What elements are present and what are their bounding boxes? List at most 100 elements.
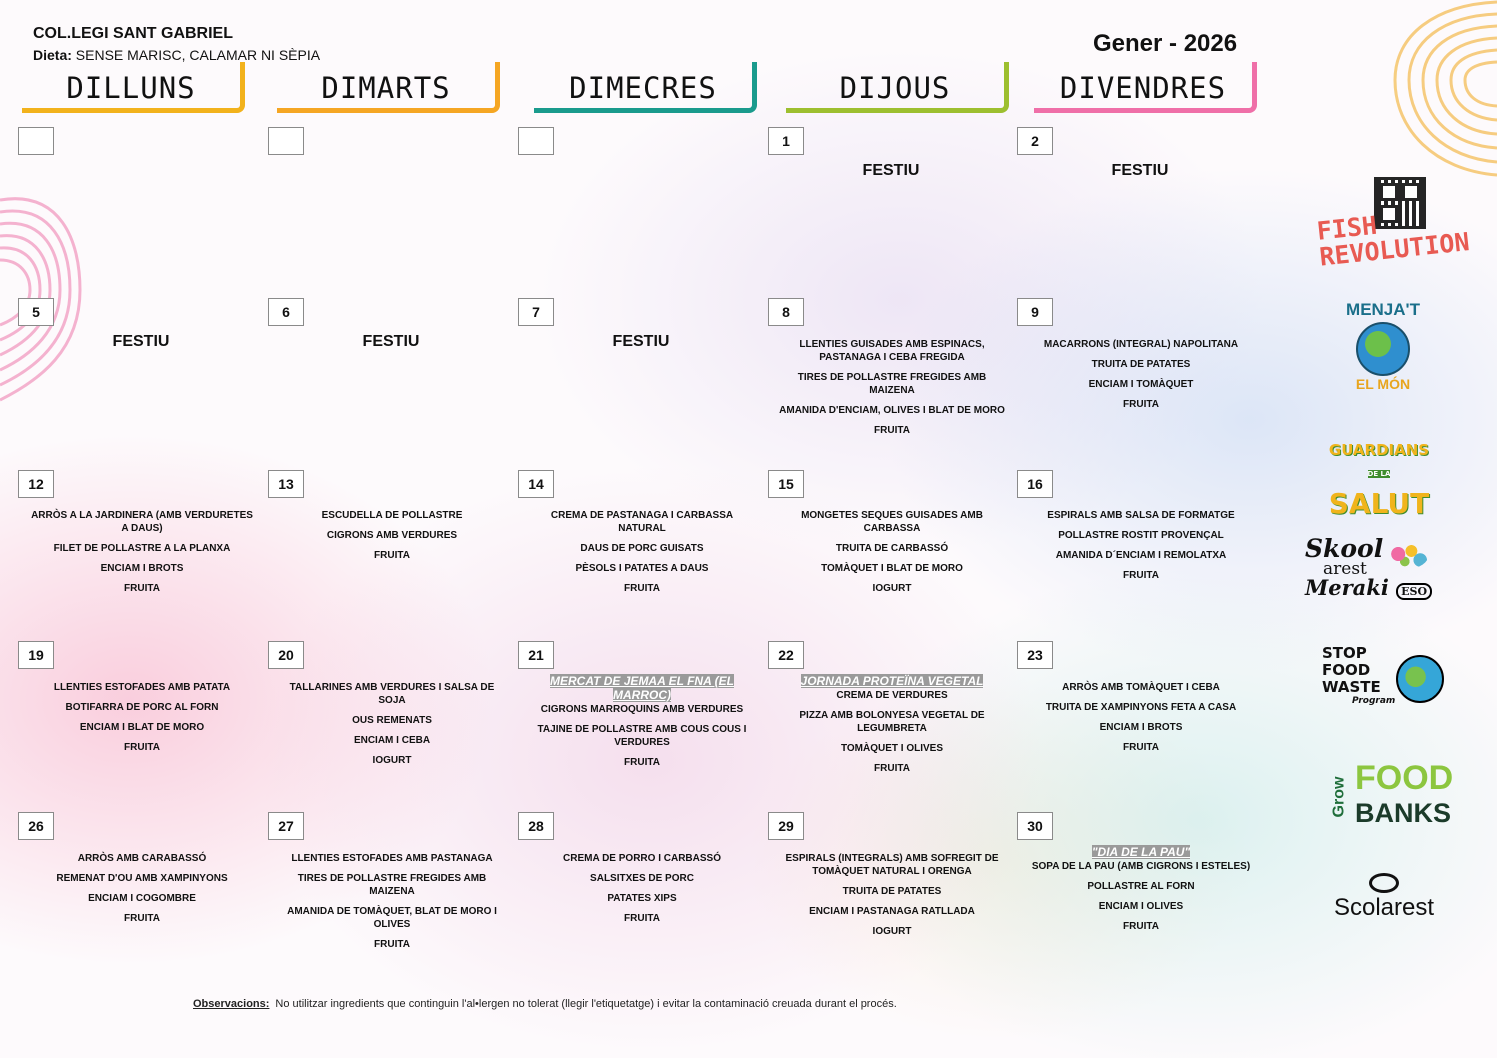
dish-item: ARRÒS AMB CARABASSÓ: [77, 853, 207, 864]
dish-item: TOMÀQUET I BLAT DE MORO: [821, 563, 963, 574]
date-box: 19: [18, 641, 54, 669]
diet-label: Dieta:: [33, 47, 72, 63]
menu-list: MONGETES SEQUES GUISADES AMB CARBASSA TRU…: [777, 509, 1007, 602]
date-box: 12: [18, 470, 54, 498]
guardians-line-2: DE LA: [1367, 469, 1391, 478]
date-box: 23: [1017, 641, 1053, 669]
dish-item: SALSITXES DE PORC: [590, 873, 694, 884]
date-box: 7: [518, 298, 554, 326]
date-box: 21: [518, 641, 554, 669]
festiu-label: FESTIU: [862, 162, 920, 179]
observations-text: No utilitzar ingredients que continguin …: [275, 998, 897, 1010]
dish-item: AMANIDA DE TOMÀQUET, BLAT DE MORO I OLIV…: [287, 906, 497, 930]
guardians-de-la-salut-logo: GUARDIANS DE LA SALUT: [1320, 442, 1438, 523]
dish-item: TIRES DE POLLASTRE FREGIDES AMB MAIZENA: [297, 873, 487, 897]
dish-item: ENCIAM I OLIVES: [1098, 901, 1184, 912]
dish-item: REMENAT D'OU AMB XAMPINYONS: [56, 873, 228, 884]
dish-item: CIGRONS MARROQUINS AMB VERDURES: [540, 704, 744, 715]
dish-item: TIRES DE POLLASTRE FREGIDES AMB MAIZENA: [797, 372, 987, 396]
menu-list: LLENTIES ESTOFADES AMB PATATA BOTIFARRA D…: [27, 681, 257, 761]
date-box: 26: [18, 812, 54, 840]
festiu-label: FESTIU: [612, 333, 670, 350]
dish-item: FRUITA: [374, 550, 410, 561]
dish-item: ESPIRALS AMB SALSA DE FORMATGE: [1047, 510, 1235, 521]
dish-item: FRUITA: [624, 583, 660, 594]
date-box: [518, 127, 554, 155]
date-box: 1: [768, 127, 804, 155]
grow-line-3: BANKS: [1355, 798, 1452, 828]
menjat-line-1: MENJA'T: [1346, 300, 1420, 319]
dish-item: FRUITA: [124, 742, 160, 753]
dish-item: FRUITA: [374, 939, 410, 950]
dish-item: TRUITA DE PATATES: [842, 886, 942, 897]
theme-day-tag: MERCAT DE JEMAA EL FNA (EL MARROC): [549, 674, 734, 702]
skool-line-3: Meraki: [1305, 575, 1389, 600]
date-box: 27: [268, 812, 304, 840]
festiu-label: FESTIU: [1111, 162, 1169, 179]
guardians-line-3: SALUT: [1328, 486, 1430, 520]
dish-item: ENCIAM I CEBA: [353, 735, 431, 746]
date-box: 2: [1017, 127, 1053, 155]
dish-item: ENCIAM I BROTS: [100, 563, 184, 574]
dish-item: CREMA DE PASTANAGA I CARBASSA NATURAL: [550, 510, 734, 534]
menu-list: ESPIRALS AMB SALSA DE FORMATGE POLLASTRE …: [1026, 509, 1256, 589]
dish-item: AMANIDA D'ENCIAM, OLIVES I BLAT DE MORO: [779, 405, 1005, 416]
theme-day-tag: JORNADA PROTEÏNA VEGETAL: [800, 674, 984, 688]
dish-item: ENCIAM I BROTS: [1099, 722, 1183, 733]
menjat-line-2: EL MÓN: [1355, 376, 1411, 392]
dish-item: ENCIAM I PASTANAGA RATLLADA: [809, 906, 975, 917]
dish-item: BOTIFARRA DE PORC AL FORN: [65, 702, 219, 713]
skool-line-2: arest: [1323, 559, 1367, 579]
orange-fingerprint-decoration: [1393, 0, 1497, 177]
dish-item: POLLASTRE ROSTIT PROVENÇAL: [1058, 530, 1224, 541]
day-header-dimarts: DIMARTS: [277, 62, 500, 113]
school-name: COL.LEGI SANT GABRIEL: [33, 25, 233, 42]
globe-icon: [1356, 322, 1410, 376]
date-box: 5: [18, 298, 54, 326]
dish-item: FRUITA: [1123, 742, 1159, 753]
menu-list: ESPIRALS (INTEGRALS) AMB SOFREGIT DE TOM…: [777, 852, 1007, 945]
grow-line-2: FOOD: [1355, 759, 1454, 797]
day-header-dimecres: DIMECRES: [534, 62, 757, 113]
dish-item: FRUITA: [124, 913, 160, 924]
dish-item: FRUITA: [874, 425, 910, 436]
festiu-label: FESTIU: [112, 333, 170, 350]
month-title: Gener - 2026: [1093, 30, 1238, 57]
date-box: 29: [768, 812, 804, 840]
dish-item: FRUITA: [624, 913, 660, 924]
day-header-divendres: DIVENDRES: [1034, 62, 1257, 113]
dish-item: OUS REMENATS: [352, 715, 432, 726]
date-box: 16: [1017, 470, 1053, 498]
theme-day-tag: "DIA DE LA PAU": [1091, 845, 1191, 859]
dish-item: FILET DE POLLASTRE A LA PLANXA: [53, 543, 231, 554]
stop-line-3: WASTE: [1322, 678, 1381, 696]
date-box: [268, 127, 304, 155]
observations-label: Observacions:: [193, 998, 270, 1010]
qr-code: [1374, 177, 1426, 229]
menu-list: JORNADA PROTEÏNA VEGETAL CREMA DE VERDURE…: [777, 674, 1007, 782]
dish-item: PÈSOLS I PATATES A DAUS: [575, 563, 709, 574]
menu-list: MERCAT DE JEMAA EL FNA (EL MARROC) CIGRON…: [527, 674, 757, 776]
dish-item: PATATES XIPS: [607, 893, 677, 904]
scolarest-logo: Scolarest: [1328, 873, 1440, 923]
dish-item: LLENTIES GUISADES AMB ESPINACS, PASTANAG…: [799, 339, 985, 363]
dish-item: TRUITA DE XAMPINYONS FETA A CASA: [1045, 702, 1237, 713]
menu-list: "DIA DE LA PAU" SOPA DE LA PAU (AMB CIGRO…: [1026, 845, 1256, 940]
dish-item: MACARRONS (INTEGRAL) NAPOLITANA: [1043, 339, 1239, 350]
dish-item: CREMA DE VERDURES: [836, 690, 948, 701]
festiu-label: FESTIU: [362, 333, 420, 350]
stop-line-1: STOP: [1322, 644, 1367, 662]
date-box: 20: [268, 641, 304, 669]
pink-fingerprint-decoration: [0, 197, 82, 402]
skool-arest-meraki-logo: Skool arest Meraki ESO: [1305, 536, 1450, 607]
dish-item: TAJINE DE POLLASTRE AMB COUS COUS I VERD…: [537, 724, 747, 748]
date-box: 6: [268, 298, 304, 326]
day-header-dijous: DIJOUS: [786, 62, 1009, 113]
day-header-dilluns: DILLUNS: [22, 62, 245, 113]
menu-list: TALLARINES AMB VERDURES I SALSA DE SOJA O…: [277, 681, 507, 774]
dish-item: LLENTIES ESTOFADES AMB PASTANAGA: [291, 853, 493, 864]
dish-item: TOMÀQUET I OLIVES: [840, 743, 944, 754]
date-box: 30: [1017, 812, 1053, 840]
dish-item: TRUITA DE CARBASSÓ: [835, 543, 949, 554]
menu-list: LLENTIES ESTOFADES AMB PASTANAGA TIRES DE…: [277, 852, 507, 958]
